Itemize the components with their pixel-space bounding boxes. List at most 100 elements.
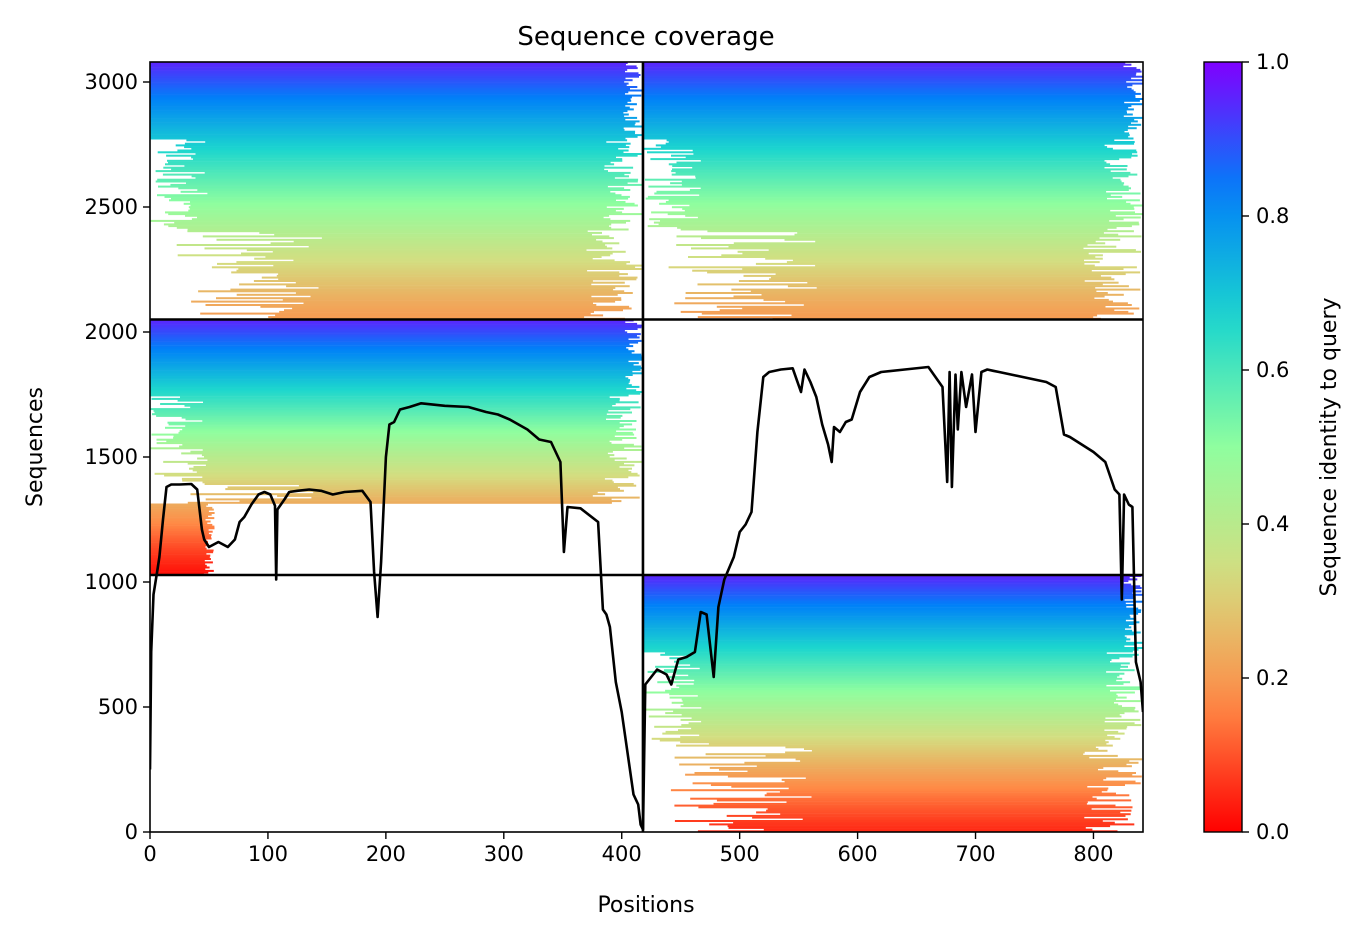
msa-row [786,801,1088,804]
msa-row [261,276,638,279]
msa-row [787,285,1129,288]
msa-row [150,530,213,533]
msa-row [150,118,626,121]
msa-row [182,479,613,482]
msa-row [643,600,1143,603]
msa-row [150,135,638,138]
msa-row [163,460,642,463]
msa-row [763,828,1093,831]
msa-row [279,310,594,313]
msa-row [273,264,643,267]
msa-row [150,547,207,550]
msa-row [150,331,628,334]
msa-row [733,295,1105,298]
msa-row [662,732,1125,735]
msa-row [742,268,1124,270]
msa-row [187,462,624,465]
msa-block-a [150,62,643,320]
msa-row [705,753,1084,756]
msa-row [733,242,1106,245]
msa-row [178,187,625,190]
msa-row [643,113,1133,116]
msa-row [701,312,1134,315]
msa-row [643,79,1143,82]
msa-row [643,72,1137,75]
msa-row [184,142,631,145]
msa-row [659,202,1131,205]
msa-row [190,201,626,203]
msa-row [177,254,611,257]
msa-row [313,491,598,494]
msa-row [643,127,1137,130]
msa-row [689,655,1133,658]
msa-row [643,616,1131,619]
msa-row [150,84,627,87]
msa-row [643,130,1125,133]
msa-row [668,141,1135,143]
msa-row [150,94,642,97]
msa-row [150,79,633,82]
msa-row [150,554,211,557]
msa-row [236,293,618,296]
msa-row [744,761,1139,764]
msa-row [150,103,637,106]
msa-row [216,238,597,241]
msa-row [274,233,592,236]
msa-row [692,269,1092,272]
msa-row [187,501,612,504]
msa-row [303,302,593,305]
msa-row [205,464,635,467]
msa-row [667,213,1143,216]
msa-row [150,564,207,567]
msa-row [188,206,607,209]
msa-row [765,257,1103,260]
msa-row [156,414,623,417]
msa-row [692,166,1105,169]
msa-row [750,290,1097,293]
msa-row [766,792,1116,795]
msa-row [290,489,624,492]
msa-row [150,104,626,107]
y-tick-label: 1500 [85,445,138,469]
msa-row [660,219,1110,222]
msa-row [643,581,1124,584]
x-tick-label: 600 [838,842,878,866]
msa-block-a [150,319,643,576]
msa-row [150,125,643,128]
msa-row [259,231,602,234]
msa-row [150,89,643,92]
msa-row [701,720,1105,723]
msa-row [643,65,1124,68]
msa-row [691,727,1127,730]
msa-row [763,298,1109,301]
msa-row [791,314,1098,317]
colorbar-tick-label: 0.8 [1256,204,1289,228]
msa-row [239,283,592,286]
msa-row [238,268,642,270]
msa-row [784,780,1136,783]
msa-row [643,609,1142,612]
msa-row [193,466,620,468]
msa-row [150,130,636,133]
msa-row [643,641,1143,644]
msa-row [187,230,588,233]
msa-row [643,87,1132,90]
msa-row [764,794,1130,797]
msa-row [150,336,640,339]
msa-row [150,508,214,511]
msa-row [190,493,606,496]
msa-row [672,165,1128,167]
y-tick-label: 1000 [85,570,138,594]
msa-row [227,486,618,489]
msa-row [643,645,1125,648]
x-tick-label: 700 [955,842,995,866]
msa-row [669,657,1120,660]
msa-row [733,821,1115,824]
msa-row [230,288,614,291]
msa-row [676,684,1107,687]
msa-row [168,423,633,426]
msa-row [643,640,1127,643]
msa-row [643,650,1133,653]
msa-row [165,426,620,429]
msa-row [318,286,616,289]
